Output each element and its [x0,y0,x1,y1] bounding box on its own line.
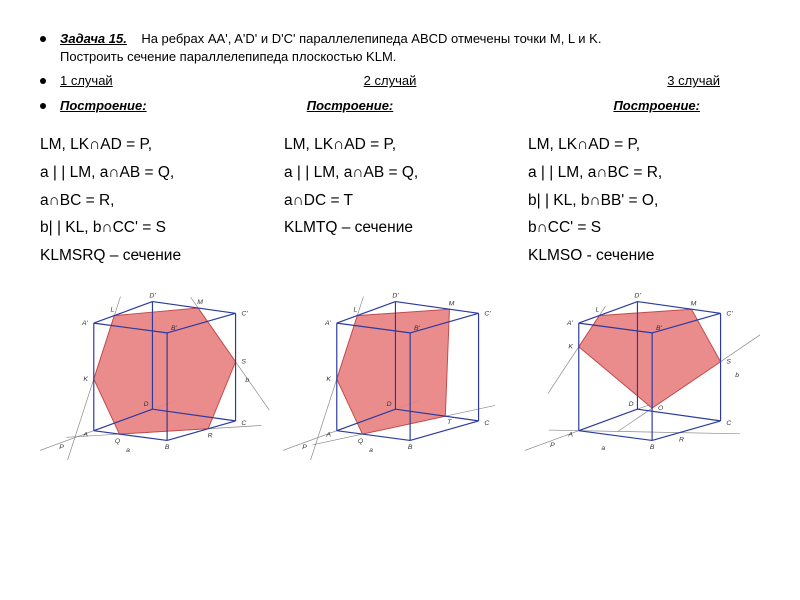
svg-text:L: L [110,307,114,314]
svg-text:D': D' [635,293,642,300]
svg-text:T: T [447,419,452,426]
svg-text:K: K [326,376,331,383]
svg-text:C': C' [241,310,248,317]
svg-text:b: b [245,377,249,384]
svg-text:P: P [302,444,307,451]
svg-text:A: A [325,432,331,439]
solutions-row: LM, LK∩AD = P, a | | LM, a∩AB = Q, a∩BC … [40,131,760,270]
svg-text:C: C [241,420,246,427]
svg-text:D: D [144,401,149,408]
svg-text:D': D' [149,293,156,300]
problem-text: Задача 15. На ребрах AA', A'D' и D'C' па… [60,30,601,66]
sol3-l5: KLMSO - сечение [528,242,760,270]
svg-text:A': A' [324,320,332,327]
svg-text:M: M [197,299,203,306]
svg-text:a: a [126,447,130,454]
sol3-l1: LM, LK∩AD = P, [528,131,760,159]
case3-label: 3 случай [667,73,720,88]
svg-text:Q: Q [115,438,121,445]
svg-text:B: B [650,444,655,451]
svg-text:C: C [484,420,489,427]
svg-text:C': C' [484,310,491,317]
sol2-l2: a | | LM, a∩AB = Q, [284,159,516,187]
svg-text:B: B [165,444,170,451]
svg-text:A': A' [566,320,574,327]
problem-statement-2: Построить сечение параллелепипеда плоско… [60,49,396,64]
diagram-3: A B C D A' B' C' D' K L M S O R Pa b [525,284,760,460]
solution-2: LM, LK∩AD = P, a | | LM, a∩AB = Q, a∩DC … [284,131,516,270]
bullet-dot [40,103,46,109]
sol1-l5: KLMSRQ – сечение [40,242,272,270]
svg-text:K: K [83,376,88,383]
svg-text:D: D [629,401,634,408]
svg-text:D: D [386,401,391,408]
svg-text:a: a [369,447,373,454]
svg-text:A: A [568,432,574,439]
sol1-l2: a | | LM, a∩AB = Q, [40,159,272,187]
sol3-l3: b| | KL, b∩BB' = O, [528,187,760,215]
cases-row-wrap: 1 случай 2 случай 3 случай [40,72,760,90]
sol1-l1: LM, LK∩AD = P, [40,131,272,159]
bullet-dot [40,36,46,42]
svg-text:S: S [727,359,732,366]
svg-text:Q: Q [358,438,364,445]
bullet-dot [40,78,46,84]
svg-text:C': C' [727,310,734,317]
sol2-l1: LM, LK∩AD = P, [284,131,516,159]
sol1-l3: a∩BC = R, [40,187,272,215]
sol2-l3: a∩DC = T [284,187,516,215]
sol1-l4: b| | KL, b∩CC' = S [40,214,272,242]
svg-text:C: C [727,420,732,427]
sol3-l4: b∩CC' = S [528,214,760,242]
svg-text:L: L [596,307,600,314]
svg-text:M: M [691,301,697,308]
problem-header: Задача 15. На ребрах AA', A'D' и D'C' па… [40,30,760,66]
svg-text:b: b [736,372,740,379]
svg-text:O: O [658,405,664,412]
svg-text:B': B' [656,325,663,332]
svg-text:A': A' [81,320,89,327]
svg-text:R: R [208,433,213,440]
svg-text:B: B [408,444,413,451]
svg-text:M: M [448,301,454,308]
sol2-l4: KLMTQ – сечение [284,214,516,242]
case2-label: 2 случай [364,73,417,88]
diagram-1: A B C D A' B' C' D' K L M S R Q Pa b [40,284,275,460]
svg-text:B': B' [171,325,178,332]
constructions-row-wrap: Построение: Построение: Построение: [40,97,760,115]
problem-statement-1: На ребрах AA', A'D' и D'C' параллелепипе… [141,31,601,46]
svg-text:A: A [82,432,88,439]
diagrams-row: A B C D A' B' C' D' K L M S R Q Pa b A B C D A' B' C' D' K L M T Q P… [40,284,760,460]
diagram-2: A B C D A' B' C' D' K L M T Q Pa [283,284,518,460]
svg-text:R: R [679,437,684,444]
svg-text:K: K [569,344,574,351]
solution-3: LM, LK∩AD = P, a | | LM, a∩BC = R, b| | … [528,131,760,270]
svg-text:L: L [353,307,357,314]
constr1-label: Построение: [60,98,147,113]
constr2-label: Построение: [307,98,394,113]
solution-1: LM, LK∩AD = P, a | | LM, a∩AB = Q, a∩BC … [40,131,272,270]
svg-text:P: P [59,444,64,451]
svg-text:S: S [241,359,246,366]
sol3-l2: a | | LM, a∩BC = R, [528,159,760,187]
case1-label: 1 случай [60,73,113,88]
svg-text:a: a [602,445,606,452]
svg-text:D': D' [392,293,399,300]
svg-text:B': B' [414,325,421,332]
svg-text:P: P [550,442,555,449]
constr3-label: Построение: [613,98,700,113]
problem-title: Задача 15. [60,31,127,46]
